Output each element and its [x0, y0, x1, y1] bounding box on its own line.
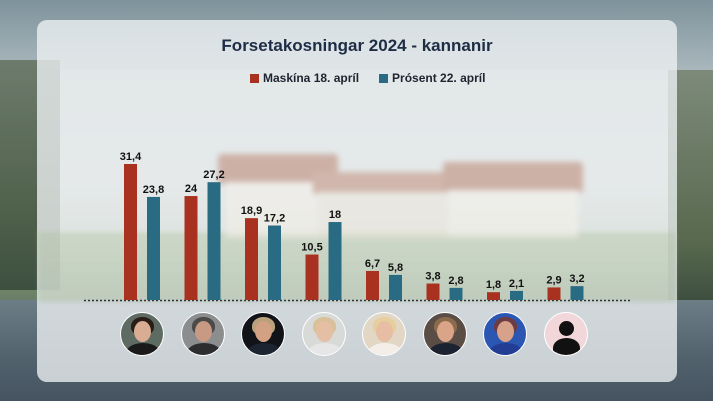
chart-legend: Maskína 18. apríl Prósent 22. apríl	[250, 70, 505, 86]
background-field	[38, 232, 676, 302]
bar-label-prosent-2: 27,2	[203, 169, 224, 181]
legend-swatch-prosent	[379, 73, 389, 83]
bar-prosent-3	[268, 225, 281, 300]
bar-label-prosent-8: 3,2	[569, 273, 584, 285]
bar-label-prosent-7: 2,1	[509, 278, 524, 290]
candidate-6-portrait-icon	[422, 312, 467, 356]
bar-maskina-6	[426, 283, 440, 300]
bar-maskina-2	[184, 196, 198, 300]
bar-prosent-5	[389, 274, 402, 300]
bar-label-maskina-2: 24	[185, 183, 198, 195]
candidate-8-placeholder-icon	[543, 312, 588, 356]
bar-prosent-7	[510, 290, 523, 300]
bar-label-maskina-4: 10,5	[301, 242, 322, 254]
bar-prosent-8	[570, 286, 584, 300]
bar-label-prosent-1: 23,8	[143, 184, 164, 196]
bar-maskina-8	[547, 287, 561, 300]
bar-label-prosent-3: 17,2	[264, 213, 285, 225]
bar-prosent-6	[449, 287, 463, 300]
bar-label-maskina-6: 3,8	[425, 271, 440, 283]
bar-prosent-1	[147, 196, 160, 300]
bar-prosent-2	[207, 182, 221, 300]
legend-label-maskina: Maskína 18. apríl	[263, 71, 360, 85]
candidate-3-portrait-icon	[241, 312, 285, 356]
candidate-7-portrait-icon	[483, 312, 527, 356]
bar-label-maskina-5: 6,7	[365, 258, 380, 270]
bar-maskina-5	[366, 270, 379, 300]
bar-label-prosent-5: 5,8	[388, 262, 403, 274]
legend-label-prosent: Prósent 22. apríl	[392, 71, 486, 85]
bar-maskina-1	[124, 164, 137, 300]
bar-prosent-4	[328, 222, 342, 300]
bar-label-maskina-7: 1,8	[486, 279, 501, 291]
bar-maskina-3	[245, 218, 258, 300]
candidate-5-portrait-icon	[362, 312, 406, 356]
bar-label-maskina-3: 18,9	[241, 205, 262, 217]
candidate-1-portrait-icon	[120, 312, 164, 356]
legend-item-prosent: Prósent 22. apríl	[379, 71, 485, 85]
legend-swatch-maskina	[250, 73, 259, 83]
bar-maskina-4	[305, 254, 319, 300]
bar-label-prosent-4: 18	[329, 209, 341, 221]
chart-title: Forsetakosningar 2024 - kannanir	[221, 36, 493, 55]
candidate-2-portrait-icon	[180, 312, 225, 356]
bar-label-prosent-6: 2,8	[448, 275, 463, 287]
legend-item-maskina: Maskína 18. apríl	[250, 71, 359, 85]
bar-maskina-7	[487, 292, 500, 300]
bar-label-maskina-1: 31,4	[120, 151, 142, 163]
bar-label-maskina-8: 2,9	[546, 274, 561, 286]
candidate-4-portrait-icon	[301, 312, 346, 356]
